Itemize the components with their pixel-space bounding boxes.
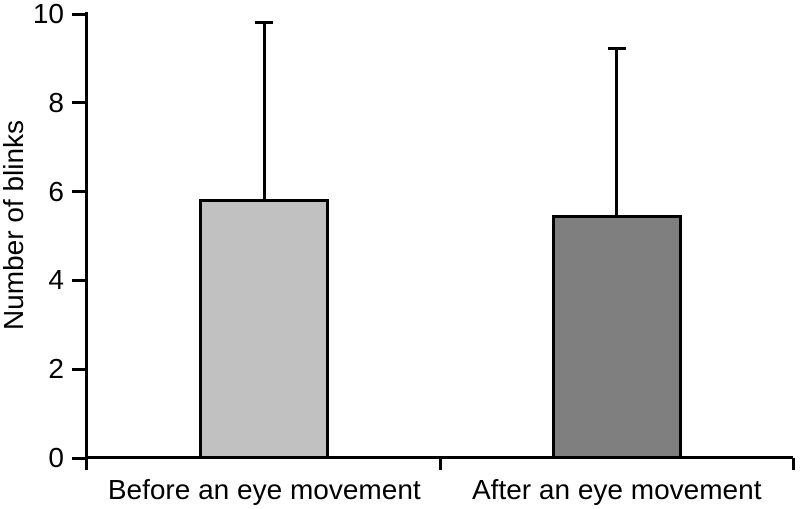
error-bar-stem: [262, 23, 266, 200]
x-axis-tick: [439, 458, 442, 470]
y-tick-label: 4: [48, 264, 64, 296]
x-category-label-1: Before an eye movement: [107, 474, 421, 505]
y-tick-label: 6: [48, 175, 64, 207]
x-axis-tick: [85, 458, 88, 470]
y-axis-tick: [72, 101, 85, 105]
y-axis-tick: [72, 456, 85, 460]
y-tick-label: 2: [48, 353, 64, 385]
x-axis-line: [85, 456, 793, 459]
x-axis-tick: [791, 458, 795, 470]
y-axis-tick: [72, 190, 85, 194]
y-tick-label: 8: [48, 86, 64, 118]
error-bar-stem: [615, 49, 619, 216]
y-axis-tick: [72, 278, 85, 282]
error-bar-cap: [607, 46, 626, 50]
x-category-label-2: After an eye movement: [472, 474, 762, 505]
y-tick-label: 0: [48, 442, 64, 473]
bar-1: [199, 199, 330, 459]
y-tick-label: 10: [32, 0, 64, 29]
y-axis-line: [85, 12, 88, 461]
y-axis-tick: [72, 12, 85, 16]
y-axis-tick: [72, 367, 85, 371]
error-bar-cap: [255, 20, 274, 24]
bar-2: [551, 215, 682, 459]
